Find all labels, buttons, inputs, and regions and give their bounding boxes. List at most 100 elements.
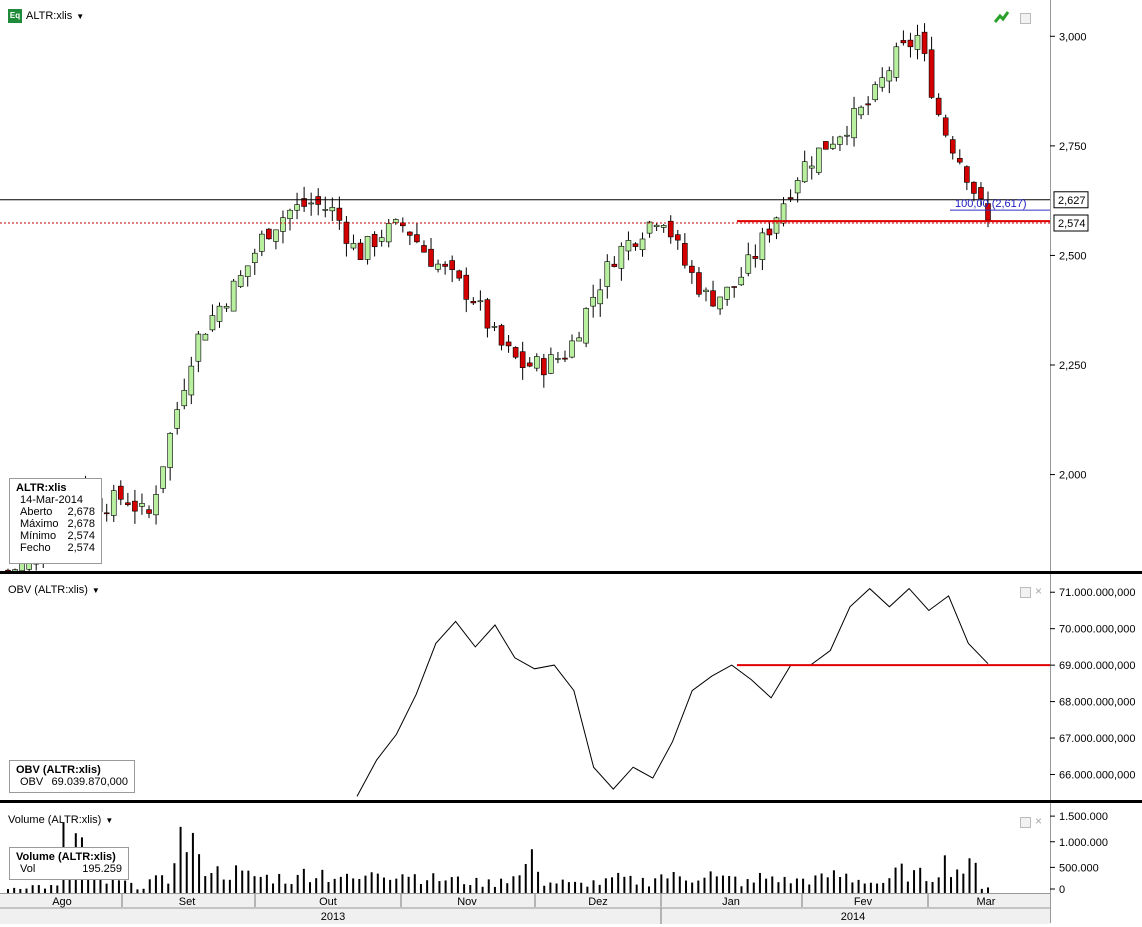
candle-body	[555, 358, 561, 360]
y-tick-label: 66.000.000,000	[1059, 769, 1135, 781]
candle-body	[188, 365, 195, 396]
candle-body	[815, 147, 822, 173]
pane-maximize-icon[interactable]	[1020, 817, 1031, 828]
candle-body	[942, 117, 949, 136]
volume-info-value: 195.259	[82, 863, 122, 875]
candle-body	[230, 280, 237, 312]
candle-body	[519, 351, 526, 368]
candle-body	[794, 180, 801, 194]
candle-body	[132, 500, 138, 512]
candle-body	[928, 49, 935, 98]
candle-body	[674, 234, 681, 241]
obv-info-value: 69.039.870,000	[51, 776, 128, 788]
candle-body	[562, 357, 568, 360]
candle-body	[548, 354, 554, 374]
y-tick-label: 69.000.000,000	[1059, 660, 1135, 672]
volume-chart	[7, 822, 989, 893]
time-axis-labels: Ago Set Out Nov Dez Jan Fev Mar 2013 2014	[0, 894, 1050, 924]
price-pane-title[interactable]: Eq ALTR:xlis ▼	[8, 9, 84, 23]
candle-body	[350, 243, 357, 249]
candle-body	[914, 35, 921, 50]
candle-body	[964, 166, 970, 183]
candle-body	[160, 466, 166, 489]
candle-body	[858, 106, 864, 116]
y-tick-label: 67.000.000,000	[1059, 733, 1135, 745]
candle-body	[625, 240, 632, 252]
candle-body	[400, 222, 406, 227]
price-info-box: ALTR:xlis 14-Mar-2014 Aberto 2,678 Máximo 2…	[9, 478, 102, 564]
pane-maximize-icon[interactable]	[1020, 587, 1031, 598]
candle-body	[223, 306, 230, 309]
candle-body	[421, 245, 427, 253]
volume-pane[interactable]: Volume (ALTR:xlis) ▼ × Volume (ALTR:xlis…	[0, 803, 1050, 893]
close-icon[interactable]: ×	[1035, 584, 1043, 598]
info-row: Fecho 2,574	[16, 542, 95, 554]
info-row: Máximo 2,678	[16, 518, 95, 530]
dropdown-caret-icon[interactable]: ▼	[76, 11, 85, 21]
obv-pane[interactable]: OBV (ALTR:xlis) ▼ × OBV (ALTR:xlis) OBV 6…	[0, 574, 1050, 800]
candle-body	[329, 207, 336, 212]
month-label: Nov	[457, 896, 477, 908]
candle-body	[907, 39, 914, 48]
info-row-value: 2,678	[67, 506, 95, 518]
candle-body	[244, 265, 251, 277]
y-tick-label: 2,500	[1059, 250, 1087, 262]
candle-body	[202, 333, 209, 341]
month-label: Ago	[52, 896, 72, 908]
y-tick-label: 1.000.000	[1059, 837, 1108, 849]
info-row-value: 2,574	[67, 530, 95, 542]
candle-body	[632, 243, 639, 247]
obv-line	[356, 587, 989, 797]
obv-title-label: OBV (ALTR:xlis)	[8, 584, 88, 596]
candle-body	[167, 432, 173, 468]
info-row-value: 2,678	[67, 518, 95, 530]
time-axis[interactable]: Ago Set Out Nov Dez Jan Fev Mar 2013 2014	[0, 893, 1050, 924]
trend-arrow-icon[interactable]	[994, 10, 1010, 24]
pane-divider[interactable]	[0, 571, 1142, 574]
y-tick-label: 2,750	[1059, 141, 1087, 153]
price-pane[interactable]: Eq ALTR:xlis ▼ 100,00 (2,617) ALTR:xlis …	[0, 0, 1050, 571]
dropdown-caret-icon[interactable]: ▼	[105, 815, 114, 825]
info-date: 14-Mar-2014	[20, 494, 83, 506]
volume-info-label: Vol	[20, 863, 36, 875]
info-row-label: Fecho	[20, 542, 51, 554]
candle-body	[682, 243, 688, 266]
candle-body	[308, 202, 314, 205]
candle-body	[414, 234, 420, 243]
candle-body	[830, 143, 836, 149]
candle-body	[780, 203, 787, 224]
candle-body	[357, 242, 364, 260]
candle-body	[153, 494, 159, 516]
price-chart: 100,00 (2,617)	[0, 23, 1050, 571]
candle-body	[844, 134, 850, 137]
candle-body	[689, 265, 695, 273]
y-axis-strip	[1050, 0, 1142, 923]
candle-body	[5, 569, 11, 571]
candle-body	[653, 224, 660, 228]
candle-body	[724, 286, 730, 300]
info-row-label: Máximo	[20, 518, 59, 530]
price-tag-label: 2,574	[1058, 218, 1086, 230]
candle-body	[505, 341, 512, 347]
candle-body	[364, 236, 371, 260]
candle-body	[893, 46, 900, 78]
candle-body	[110, 490, 117, 516]
candle-body	[731, 286, 737, 288]
candle-body	[484, 299, 491, 329]
volume-pane-title[interactable]: Volume (ALTR:xlis) ▼	[8, 814, 113, 826]
price-tag	[1053, 191, 1089, 209]
candle-body	[336, 207, 343, 221]
year-label: 2013	[321, 911, 345, 923]
candle-body	[787, 197, 794, 200]
pane-divider[interactable]	[0, 800, 1142, 803]
obv-pane-title[interactable]: OBV (ALTR:xlis) ▼	[8, 584, 100, 596]
close-icon[interactable]: ×	[1035, 814, 1043, 828]
y-tick-label: 2,250	[1059, 360, 1087, 372]
candle-body	[717, 296, 723, 310]
candle-body	[745, 254, 752, 274]
candle-body	[280, 217, 286, 232]
dropdown-caret-icon[interactable]: ▼	[91, 585, 100, 595]
pane-maximize-icon[interactable]	[1020, 13, 1031, 24]
candle-body	[442, 263, 448, 267]
candle-body	[752, 256, 759, 259]
